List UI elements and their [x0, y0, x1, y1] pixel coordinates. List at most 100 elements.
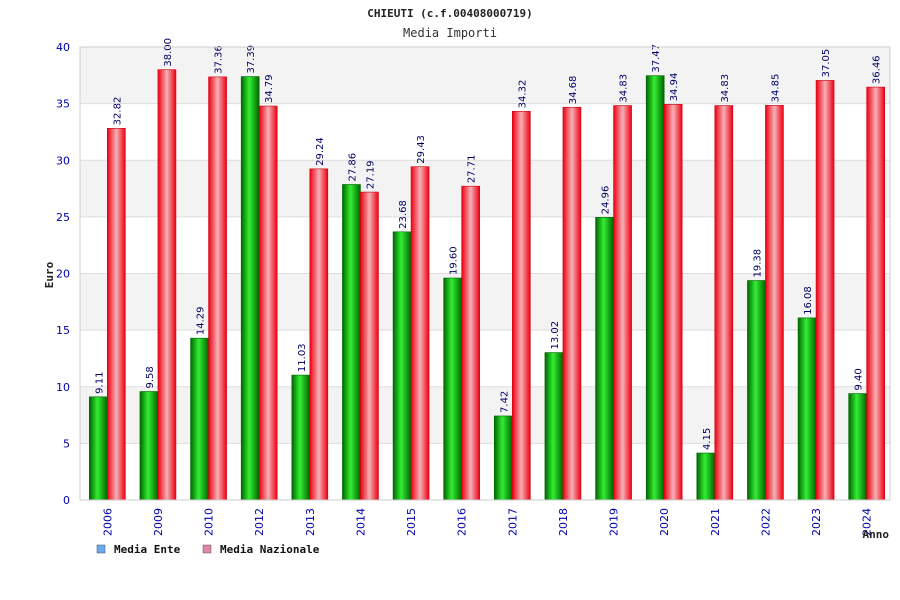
bar-media-ente: [544, 352, 564, 501]
bar-media-ente: [392, 231, 412, 501]
y-tick-label: 40: [56, 41, 70, 54]
data-label: 37.47: [651, 44, 662, 73]
data-label: 13.02: [550, 321, 561, 350]
axes: 0 5 10 15 20 25 30 35 40 2006 2009 2010 2012 2013 2014…: [56, 41, 891, 536]
bar-media-ente: [190, 337, 209, 501]
bar-media-nazionale: [562, 106, 582, 501]
data-label: 34.94: [669, 73, 680, 102]
data-label: 36.46: [872, 55, 883, 84]
x-tick-label: 2021: [709, 508, 722, 536]
y-tick-label: 20: [56, 268, 70, 281]
x-axis-label: Anno: [863, 528, 890, 541]
data-label: 34.83: [720, 74, 731, 103]
bar-media-ente: [747, 280, 766, 501]
data-label: 34.32: [517, 80, 528, 109]
data-label: 24.96: [601, 186, 612, 215]
legend-label-ente: Media Ente: [114, 543, 181, 556]
data-label: 29.24: [315, 137, 326, 166]
bar-media-nazionale: [309, 168, 329, 501]
bar-media-ente: [139, 391, 159, 501]
bar-media-ente: [89, 396, 108, 501]
bar-media-nazionale: [815, 80, 835, 501]
bar-media-nazionale: [107, 128, 126, 501]
bar-media-nazionale: [208, 76, 227, 501]
bar-media-ente: [848, 393, 867, 501]
data-label: 19.60: [449, 246, 460, 275]
legend-swatch-ente: [96, 544, 106, 554]
data-label: 4.15: [702, 428, 713, 450]
bars: 9.11 32.82 9.58 38.00 14.29 37.36 37.39 34.79 11…: [89, 38, 885, 501]
data-label: 37.36: [214, 45, 225, 74]
data-label: 34.68: [568, 76, 579, 105]
bar-media-nazionale: [765, 105, 784, 501]
y-tick-label: 35: [56, 98, 70, 111]
bar-media-ente: [797, 317, 817, 501]
legend: Media Ente Media Nazionale: [96, 543, 320, 556]
x-tick-label: 2017: [506, 508, 519, 536]
data-label: 38.00: [163, 38, 174, 67]
x-tick-label: 2016: [456, 508, 469, 536]
bar-media-ente: [291, 374, 311, 501]
x-tick-label: 2018: [557, 508, 570, 536]
data-label: 9.11: [94, 372, 105, 394]
chart-subtitle: Media Importi: [403, 26, 497, 40]
x-tick-label: 2013: [304, 508, 317, 536]
data-label: 7.42: [499, 391, 510, 413]
data-label: 34.85: [770, 74, 781, 103]
bar-media-ente: [342, 184, 361, 501]
data-label: 27.71: [467, 155, 478, 184]
x-tick-label: 2019: [608, 508, 621, 536]
bar-media-nazionale: [157, 69, 177, 501]
bar-media-ente: [443, 277, 462, 501]
data-label: 29.43: [416, 135, 427, 164]
data-label: 11.03: [297, 343, 308, 372]
data-label: 37.39: [246, 45, 257, 74]
data-label: 37.05: [821, 49, 832, 78]
bar-media-nazionale: [663, 104, 683, 501]
bar-media-ente: [645, 75, 665, 501]
x-tick-label: 2022: [759, 508, 772, 536]
data-label: 9.40: [854, 368, 865, 390]
data-label: 34.79: [264, 74, 275, 103]
bar-media-ente: [696, 452, 716, 501]
x-tick-label: 2024: [861, 508, 874, 536]
bar-media-nazionale: [613, 105, 632, 501]
data-label: 14.29: [196, 307, 207, 336]
x-tick-label: 2023: [810, 508, 823, 536]
y-tick-label: 5: [63, 437, 70, 450]
y-axis-label: Euro: [43, 261, 56, 288]
y-tick-label: 0: [63, 494, 70, 507]
bar-media-nazionale: [410, 166, 430, 501]
bar-media-ente: [494, 415, 513, 501]
x-tick-label: 2015: [405, 508, 418, 536]
x-tick-label: 2010: [203, 508, 216, 536]
data-label: 34.83: [619, 74, 630, 103]
data-label: 19.38: [752, 249, 763, 278]
y-tick-label: 25: [56, 211, 70, 224]
bar-media-nazionale: [512, 111, 531, 501]
x-tick-label: 2009: [152, 508, 165, 536]
bar-media-nazionale: [714, 105, 734, 501]
x-tick-label: 2014: [354, 508, 367, 536]
x-tick-label: 2012: [253, 508, 266, 536]
legend-label-nazionale: Media Nazionale: [220, 543, 320, 556]
y-tick-label: 15: [56, 324, 70, 337]
plot-band: [80, 47, 890, 104]
chart-title: CHIEUTI (c.f.00408000719): [367, 7, 533, 20]
data-label: 23.68: [398, 200, 409, 229]
legend-swatch-nazionale: [202, 544, 212, 554]
data-label: 27.19: [365, 160, 376, 189]
bar-media-nazionale: [258, 105, 278, 501]
x-tick-label: 2020: [658, 508, 671, 536]
data-label: 27.86: [347, 153, 358, 182]
bar-media-nazionale: [360, 191, 379, 501]
y-tick-label: 30: [56, 154, 70, 167]
bar-media-nazionale: [866, 86, 885, 501]
bar-media-nazionale: [461, 185, 480, 501]
data-label: 16.08: [803, 286, 814, 315]
plot-border: [79, 46, 891, 501]
bar-media-ente: [240, 76, 260, 501]
y-tick-label: 10: [56, 381, 70, 394]
x-tick-label: 2006: [101, 508, 114, 536]
